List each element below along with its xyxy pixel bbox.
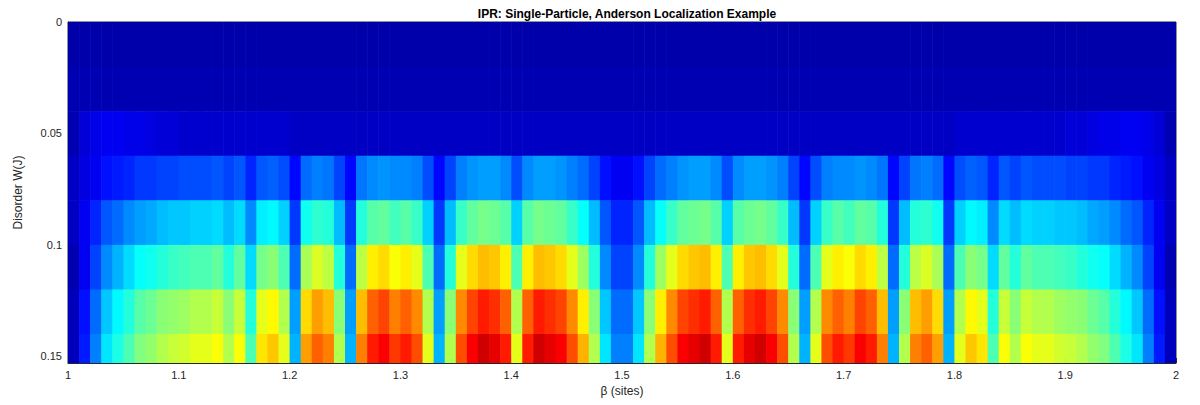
svg-text:1.2: 1.2 <box>282 369 297 381</box>
svg-text:1.8: 1.8 <box>947 369 962 381</box>
svg-text:1.5: 1.5 <box>614 369 629 381</box>
svg-text:0.05: 0.05 <box>41 127 62 139</box>
svg-text:1.4: 1.4 <box>504 369 519 381</box>
svg-text:0.1: 0.1 <box>47 239 62 251</box>
svg-text:1.3: 1.3 <box>393 369 408 381</box>
svg-text:Disorder W(J): Disorder W(J) <box>11 155 25 229</box>
svg-text:IPR: Single-Particle, Anderson: IPR: Single-Particle, Anderson Localizat… <box>478 7 777 21</box>
svg-text:0: 0 <box>56 16 62 28</box>
svg-text:1.9: 1.9 <box>1058 369 1073 381</box>
svg-text:0.15: 0.15 <box>41 350 62 362</box>
svg-text:β (sites): β (sites) <box>601 384 644 398</box>
svg-text:1.1: 1.1 <box>171 369 186 381</box>
svg-text:1.6: 1.6 <box>725 369 740 381</box>
svg-text:1: 1 <box>65 369 71 381</box>
svg-text:2: 2 <box>1173 369 1179 381</box>
svg-text:1.7: 1.7 <box>836 369 851 381</box>
